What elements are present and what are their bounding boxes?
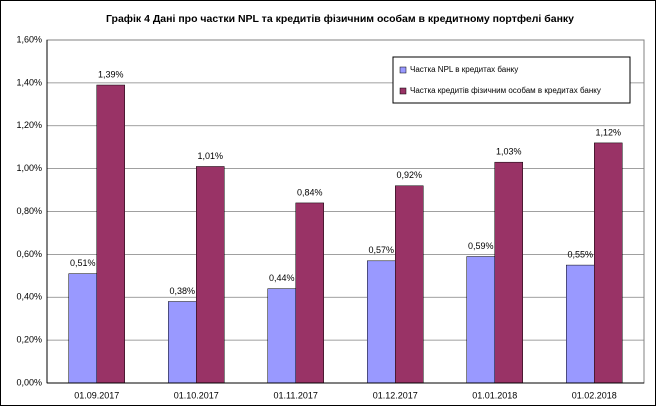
bar — [566, 264, 595, 384]
y-tick-label: 0,60% — [16, 249, 42, 259]
bar — [267, 288, 296, 384]
chart-title: Графік 4 Дані про частки NPL та кредитів… — [106, 13, 574, 25]
x-tick-label: 01.12.2017 — [373, 390, 418, 400]
bar — [68, 273, 97, 384]
value-label: 0,57% — [368, 245, 394, 255]
value-label: 0,84% — [297, 187, 323, 197]
y-tick-label: 0,40% — [16, 292, 42, 302]
value-label: 0,59% — [468, 241, 494, 251]
value-label: 0,55% — [567, 249, 593, 259]
bar — [466, 256, 495, 384]
y-tick-label: 1,20% — [16, 120, 42, 130]
value-label: 0,51% — [70, 258, 96, 268]
value-label: 1,03% — [496, 147, 522, 157]
bar — [295, 202, 324, 384]
bar — [168, 301, 197, 384]
x-tick-label: 01.02.2018 — [572, 390, 617, 400]
y-tick-label: 1,40% — [16, 77, 42, 87]
legend — [392, 56, 631, 104]
bar — [395, 185, 424, 384]
legend-label: Частка кредитів фізичним особам в кредит… — [410, 86, 601, 95]
value-label: 1,12% — [595, 127, 621, 137]
x-tick-label: 01.10.2017 — [174, 390, 219, 400]
legend-swatch — [399, 66, 407, 74]
y-tick-label: 0,80% — [16, 206, 42, 216]
x-tick-label: 01.11.2017 — [274, 390, 318, 400]
value-label: 0,38% — [169, 286, 195, 296]
x-tick-label: 01.09.2017 — [74, 390, 119, 400]
bar — [494, 161, 523, 384]
legend-swatch — [399, 87, 407, 95]
y-tick-label: 1,60% — [16, 34, 42, 44]
bar — [96, 84, 125, 384]
value-label: 0,92% — [396, 170, 422, 180]
value-label: 1,39% — [98, 69, 124, 79]
bar — [594, 142, 623, 384]
bar — [196, 166, 225, 384]
value-label: 0,44% — [269, 273, 295, 283]
y-tick-label: 1,00% — [16, 163, 42, 173]
legend-label: Частка NPL в кредитах банку — [410, 65, 518, 74]
y-tick-label: 0,20% — [16, 335, 42, 345]
value-label: 1,01% — [197, 151, 223, 161]
y-tick-label: 0,00% — [16, 377, 42, 387]
x-tick-label: 01.01.2018 — [472, 390, 517, 400]
bar — [367, 260, 396, 384]
